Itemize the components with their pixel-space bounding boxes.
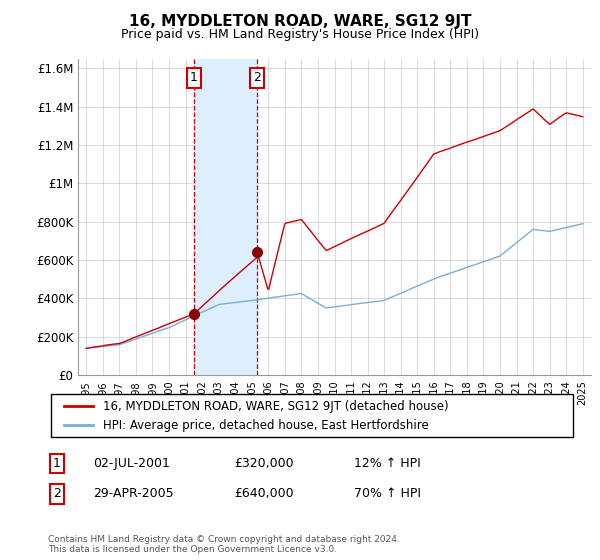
Text: 16, MYDDLETON ROAD, WARE, SG12 9JT: 16, MYDDLETON ROAD, WARE, SG12 9JT	[129, 14, 471, 29]
Text: 02-JUL-2001: 02-JUL-2001	[93, 457, 170, 470]
Text: £320,000: £320,000	[234, 457, 293, 470]
Text: 2: 2	[253, 72, 261, 85]
Text: 1: 1	[53, 457, 61, 470]
Text: 29-APR-2005: 29-APR-2005	[93, 487, 173, 501]
Text: Contains HM Land Registry data © Crown copyright and database right 2024.
This d: Contains HM Land Registry data © Crown c…	[48, 535, 400, 554]
Text: 2: 2	[53, 487, 61, 501]
Text: £640,000: £640,000	[234, 487, 293, 501]
Text: 70% ↑ HPI: 70% ↑ HPI	[354, 487, 421, 501]
Text: 12% ↑ HPI: 12% ↑ HPI	[354, 457, 421, 470]
Bar	[194, 59, 257, 375]
Legend: 16, MYDDLETON ROAD, WARE, SG12 9JT (detached house), HPI: Average price, detache: 16, MYDDLETON ROAD, WARE, SG12 9JT (deta…	[59, 395, 453, 436]
Text: 1: 1	[190, 72, 198, 85]
Text: Price paid vs. HM Land Registry's House Price Index (HPI): Price paid vs. HM Land Registry's House …	[121, 28, 479, 41]
FancyBboxPatch shape	[50, 394, 574, 437]
